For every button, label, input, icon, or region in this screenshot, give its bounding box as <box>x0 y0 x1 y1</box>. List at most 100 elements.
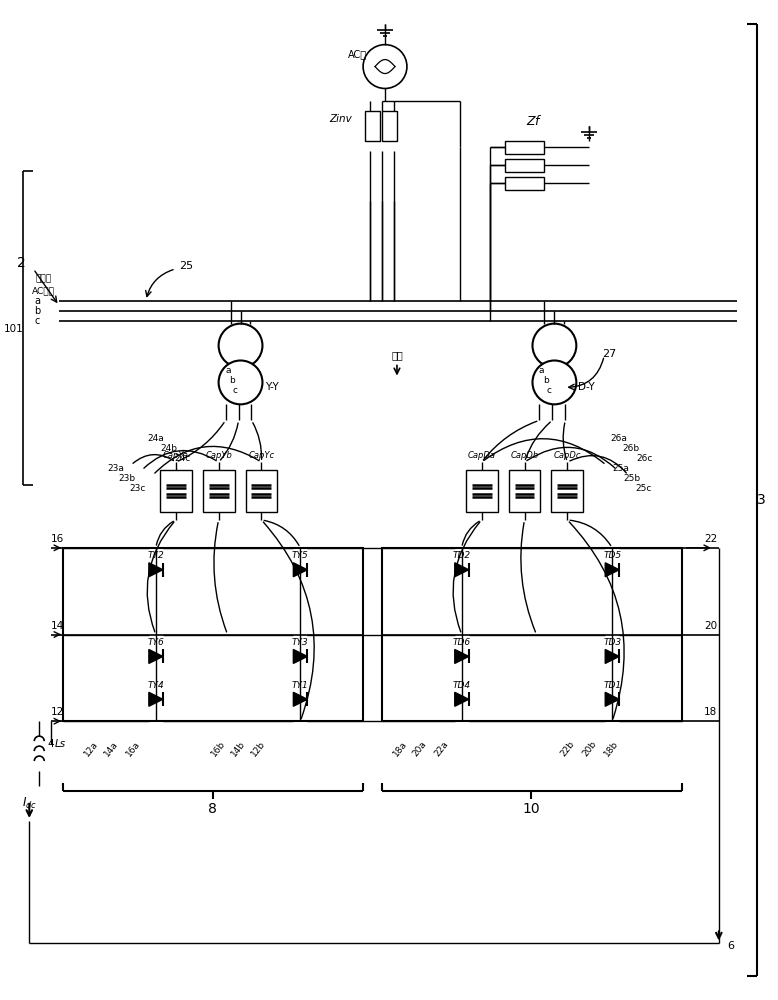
Polygon shape <box>149 649 163 663</box>
Text: AC源: AC源 <box>348 50 366 60</box>
Text: TY2: TY2 <box>148 551 164 560</box>
Text: CapDa: CapDa <box>468 451 496 460</box>
Bar <box>365 111 380 141</box>
Polygon shape <box>605 649 619 663</box>
Text: TD6: TD6 <box>453 638 471 647</box>
Text: TY6: TY6 <box>148 638 164 647</box>
Text: 23b: 23b <box>118 474 135 483</box>
Bar <box>202 470 234 512</box>
Polygon shape <box>293 649 307 663</box>
Text: $I_{dc}$: $I_{dc}$ <box>22 796 37 811</box>
Circle shape <box>532 324 576 367</box>
Text: 12: 12 <box>51 707 64 717</box>
Text: 27: 27 <box>602 349 616 359</box>
Polygon shape <box>455 563 468 577</box>
Text: AC总线: AC总线 <box>32 286 54 295</box>
Polygon shape <box>455 692 468 706</box>
Text: c: c <box>546 386 552 395</box>
Bar <box>505 141 545 154</box>
Text: 22a: 22a <box>433 740 450 758</box>
Text: TD1: TD1 <box>603 681 622 690</box>
Text: Zinv: Zinv <box>329 114 352 124</box>
Text: TD4: TD4 <box>453 681 471 690</box>
Text: 18a: 18a <box>391 740 408 759</box>
Text: 14: 14 <box>51 621 64 631</box>
Bar <box>382 548 682 721</box>
Text: TD3: TD3 <box>603 638 622 647</box>
Text: b: b <box>34 306 40 316</box>
Polygon shape <box>149 692 163 706</box>
Text: 12a: 12a <box>82 740 100 759</box>
Text: TY5: TY5 <box>292 551 309 560</box>
Text: 20b: 20b <box>580 740 598 759</box>
Text: 20: 20 <box>704 621 717 631</box>
Polygon shape <box>149 563 163 577</box>
Text: CapDc: CapDc <box>554 451 581 460</box>
Text: 24b: 24b <box>160 444 177 453</box>
Text: 8: 8 <box>209 802 217 816</box>
Text: 16: 16 <box>51 534 64 544</box>
Text: 12b: 12b <box>250 740 268 759</box>
Text: 18: 18 <box>704 707 717 717</box>
Text: 故障: 故障 <box>391 351 403 361</box>
Text: a: a <box>34 296 40 306</box>
Text: CapYb: CapYb <box>205 451 232 460</box>
Text: CapYc: CapYc <box>248 451 275 460</box>
Circle shape <box>219 360 262 404</box>
Text: CapDb: CapDb <box>510 451 538 460</box>
Text: 3: 3 <box>757 493 766 507</box>
Polygon shape <box>293 692 307 706</box>
Bar <box>505 159 545 172</box>
Polygon shape <box>605 563 619 577</box>
Text: 18b: 18b <box>602 740 620 759</box>
Circle shape <box>219 324 262 367</box>
Text: Ls: Ls <box>55 739 66 749</box>
Text: 26b: 26b <box>622 444 640 453</box>
Polygon shape <box>455 649 468 663</box>
Text: CapYa: CapYa <box>163 451 189 460</box>
Text: 10: 10 <box>523 802 540 816</box>
Text: 25a: 25a <box>613 464 629 473</box>
Circle shape <box>363 45 407 88</box>
Text: 25: 25 <box>179 261 193 271</box>
Text: 16b: 16b <box>210 740 227 759</box>
Text: 26c: 26c <box>636 454 652 463</box>
Text: 25c: 25c <box>635 484 651 493</box>
Text: b: b <box>543 376 548 385</box>
Bar <box>505 177 545 190</box>
Bar <box>63 548 363 721</box>
Text: TY4: TY4 <box>148 681 164 690</box>
Text: 25b: 25b <box>623 474 641 483</box>
Text: 24a: 24a <box>148 434 164 443</box>
Text: 23c: 23c <box>130 484 146 493</box>
Polygon shape <box>293 563 307 577</box>
Text: c: c <box>233 386 237 395</box>
Bar <box>509 470 541 512</box>
Text: a: a <box>539 366 545 375</box>
Text: TD5: TD5 <box>603 551 622 560</box>
Text: 22: 22 <box>704 534 717 544</box>
Text: Y-Y: Y-Y <box>265 382 279 392</box>
Bar <box>466 470 498 512</box>
Text: 14b: 14b <box>230 740 247 759</box>
Text: 22b: 22b <box>559 740 576 759</box>
Text: 逆变器: 逆变器 <box>35 274 51 283</box>
Bar <box>159 470 191 512</box>
Text: 101: 101 <box>3 324 23 334</box>
Text: D-Y: D-Y <box>578 382 594 392</box>
Text: TY3: TY3 <box>292 638 309 647</box>
Text: 4: 4 <box>48 739 54 749</box>
Text: 2: 2 <box>17 256 26 270</box>
Text: 23a: 23a <box>107 464 124 473</box>
Bar <box>382 111 397 141</box>
Bar <box>246 470 278 512</box>
Text: a: a <box>225 366 230 375</box>
Text: 24c: 24c <box>174 454 191 463</box>
Text: 26a: 26a <box>611 434 628 443</box>
Polygon shape <box>605 692 619 706</box>
Circle shape <box>532 360 576 404</box>
Bar <box>552 470 584 512</box>
Text: 20a: 20a <box>411 740 429 759</box>
Text: c: c <box>34 316 40 326</box>
Text: TY1: TY1 <box>292 681 309 690</box>
